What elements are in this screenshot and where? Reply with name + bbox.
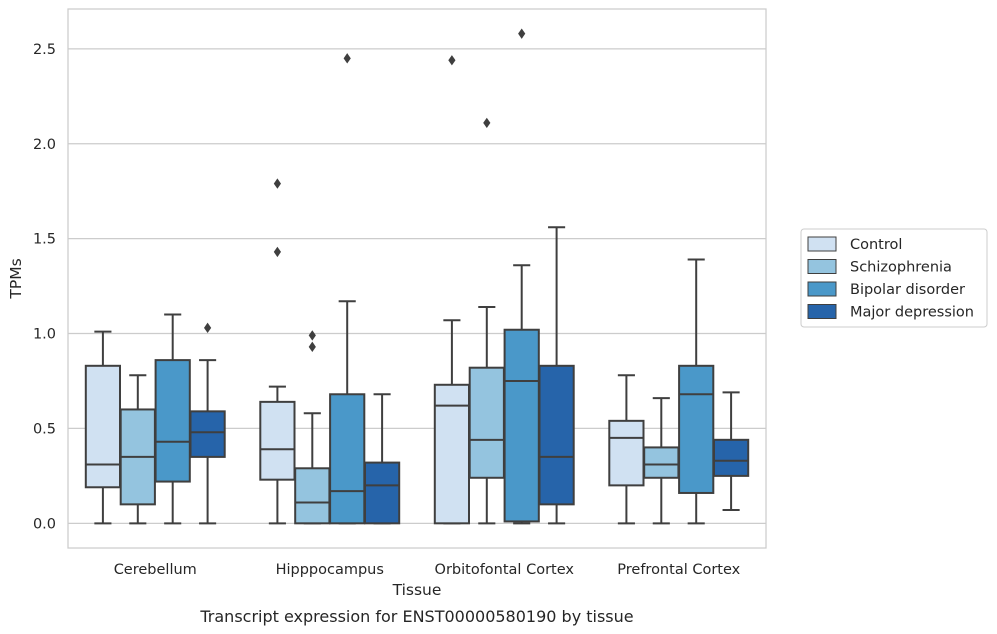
box-bipolar-disorder (154, 313, 191, 525)
outlier-point (273, 246, 281, 258)
box-control (259, 178, 296, 525)
y-tick-label: 2.5 (33, 42, 56, 58)
box-major-depression (712, 391, 750, 512)
x-tick-labels: Cerebellum Hipppocampus Orbitofontal Corte… (114, 562, 741, 578)
legend-label: Control (850, 237, 902, 253)
outlier-point (204, 322, 212, 334)
y-tick-labels: 0.0 0.5 1.0 1.5 2.0 2.5 (33, 42, 56, 532)
legend-swatch (807, 236, 837, 252)
box-iqr (643, 446, 680, 479)
outlier-point (308, 341, 316, 352)
x-tick-label: Prefrontal Cortex (617, 562, 740, 578)
x-axis-label: Tissue (392, 581, 442, 599)
y-tick-label: 2.0 (33, 137, 56, 153)
y-tick-label: 1.5 (33, 232, 56, 248)
outlier-point (518, 28, 526, 39)
figure-caption: Transcript expression for ENST0000058019… (199, 607, 633, 626)
box-schizophrenia (294, 330, 331, 525)
legend-frame (800, 228, 988, 328)
legend-swatch (807, 281, 837, 297)
x-tick-label: Orbitofontal Cortex (435, 562, 575, 578)
box-schizophrenia (643, 397, 680, 525)
legend: Control Schizophrenia Bipolar disorder Majo… (800, 228, 988, 328)
box-iqr (608, 419, 645, 487)
box-iqr (154, 359, 191, 483)
box-iqr (678, 364, 715, 494)
box-iqr (84, 364, 122, 489)
outlier-point (343, 53, 351, 64)
box-schizophrenia (468, 117, 505, 525)
outlier-point (448, 55, 456, 66)
box-bipolar-disorder (329, 53, 366, 525)
legend-swatch (807, 259, 837, 274)
box-control (608, 374, 645, 525)
y-tick-label: 0.0 (33, 516, 56, 532)
outlier-point (308, 330, 316, 341)
box-major-depression (189, 322, 226, 525)
box-iqr (503, 328, 540, 523)
outlier-point (273, 178, 281, 189)
legend-label: Major depression (850, 305, 974, 321)
outlier-point (483, 117, 491, 129)
legend-swatch (807, 304, 837, 319)
y-axis-label: TPMs (7, 258, 25, 299)
box-iqr (329, 393, 366, 525)
box-iqr (468, 366, 505, 479)
box-schizophrenia (119, 374, 156, 525)
box-iqr (189, 410, 226, 458)
x-tick-label: Hipppocampus (276, 562, 384, 578)
box-major-depression (538, 226, 575, 525)
x-tick-label: Cerebellum (114, 562, 197, 578)
legend-label: Schizophrenia (850, 260, 952, 276)
box-iqr (538, 364, 575, 506)
box-bipolar-disorder (503, 28, 540, 525)
box-groups (84, 28, 750, 525)
box-major-depression (363, 393, 401, 525)
y-tick-label: 0.5 (33, 421, 56, 437)
box-iqr (363, 461, 401, 525)
box-iqr (294, 467, 331, 525)
plot-frame (67, 8, 767, 549)
box-bipolar-disorder (678, 258, 715, 525)
box-iqr (712, 438, 750, 477)
legend-label: Bipolar disorder (850, 282, 965, 298)
y-tick-label: 1.0 (33, 327, 56, 343)
box-iqr (259, 400, 296, 481)
